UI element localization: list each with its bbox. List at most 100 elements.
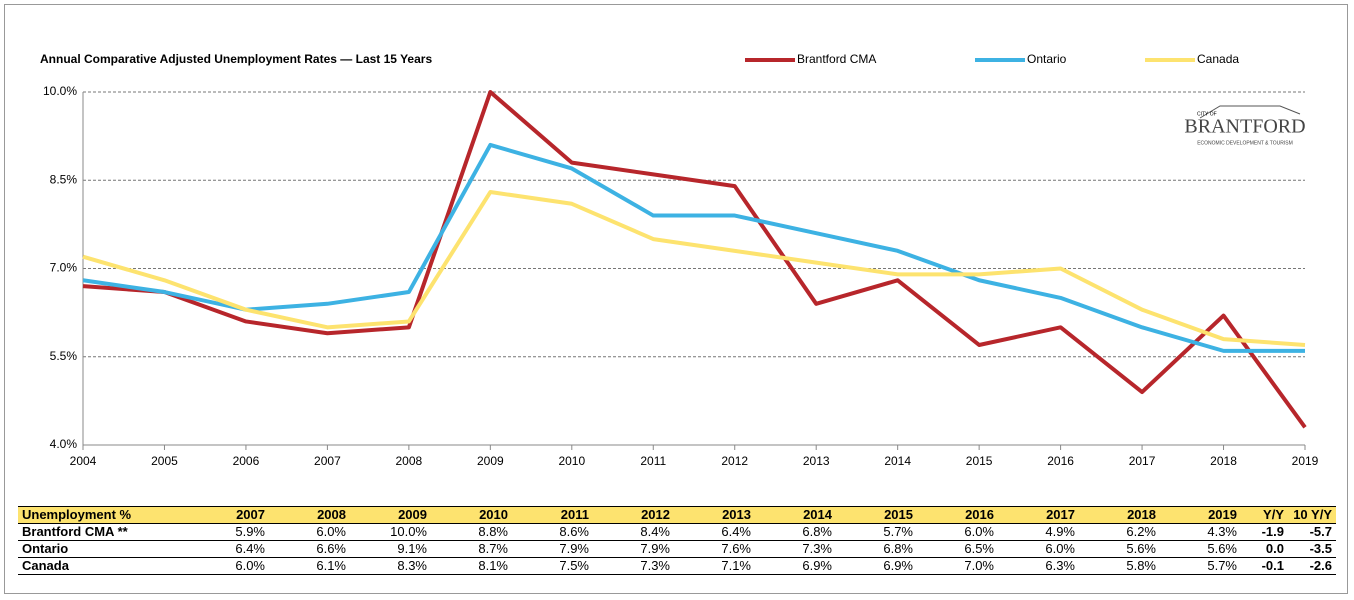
chart-title: Annual Comparative Adjusted Unemployment… <box>40 52 432 66</box>
table-cell: 2007 <box>188 506 269 524</box>
table-cell: 2012 <box>593 506 674 524</box>
legend-label: Ontario <box>1027 52 1067 66</box>
table-cell: 7.9% <box>512 540 593 558</box>
table-cell: -0.1 <box>1241 557 1288 575</box>
table-cell: 8.1% <box>431 557 512 575</box>
x-tick-label: 2013 <box>803 454 830 468</box>
table-cell: 8.3% <box>350 557 431 575</box>
table-cell: 8.4% <box>593 523 674 541</box>
table-cell: 6.0% <box>188 557 269 575</box>
y-tick-label: 8.5% <box>50 172 78 186</box>
table-cell: 9.1% <box>350 540 431 558</box>
table-cell: 2019 <box>1160 506 1241 524</box>
table-cell: 7.1% <box>674 557 755 575</box>
table-cell: 6.6% <box>269 540 350 558</box>
x-tick-label: 2018 <box>1210 454 1237 468</box>
legend-label: Canada <box>1197 52 1239 66</box>
table-cell: 5.7% <box>836 523 917 541</box>
table-cell: 5.9% <box>188 523 269 541</box>
x-tick-label: 2005 <box>151 454 178 468</box>
data-table: Unemployment % 2007 2008 2009 2010 2011 2012 20… <box>18 506 1336 575</box>
table-cell: -5.7 <box>1288 523 1336 541</box>
table-cell: 2014 <box>755 506 836 524</box>
frame <box>4 4 1348 594</box>
table-cell: 6.9% <box>755 557 836 575</box>
x-tick-label: 2008 <box>396 454 423 468</box>
table-cell: 7.5% <box>512 557 593 575</box>
table-cell: 4.3% <box>1160 523 1241 541</box>
table-cell: Ontario <box>18 540 188 558</box>
chart: Annual Comparative Adjusted Unemployment… <box>40 52 1319 468</box>
logo-name: BRANTFORD <box>1184 116 1305 138</box>
table-cell: 6.0% <box>998 540 1079 558</box>
table-cell: 0.0 <box>1241 540 1288 558</box>
legend-label: Brantford CMA <box>797 52 876 66</box>
x-tick-label: 2007 <box>314 454 341 468</box>
table-cell: 6.3% <box>998 557 1079 575</box>
table-cell: Brantford CMA ** <box>18 523 188 541</box>
table-cell: 2013 <box>674 506 755 524</box>
y-tick-label: 7.0% <box>50 261 78 275</box>
table-cell: 7.9% <box>593 540 674 558</box>
table-cell: 6.9% <box>836 557 917 575</box>
table-cell: 7.0% <box>917 557 998 575</box>
table-cell: 6.5% <box>917 540 998 558</box>
table-cell: 5.6% <box>1160 540 1241 558</box>
y-tick-label: 5.5% <box>50 349 78 363</box>
x-tick-label: 2014 <box>884 454 911 468</box>
x-tick-label: 2016 <box>1047 454 1074 468</box>
table-row: Unemployment % 2007 2008 2009 2010 2011 2012 20… <box>18 506 1336 524</box>
x-tick-label: 2010 <box>558 454 585 468</box>
x-tick-label: 2012 <box>721 454 748 468</box>
series-line <box>82 142 1305 353</box>
table-cell: 2011 <box>512 506 593 524</box>
x-tick-label: 2011 <box>640 454 666 468</box>
table-cell: 2008 <box>269 506 350 524</box>
table-row: Ontario 6.4% 6.6% 9.1% 8.7% 7.9% 7.9% 7.6% 7.3% 6… <box>18 540 1336 558</box>
table-cell: 6.1% <box>269 557 350 575</box>
table-cell: Y/Y <box>1241 506 1288 524</box>
x-tick-label: 2017 <box>1129 454 1156 468</box>
table-cell: 7.3% <box>755 540 836 558</box>
table-cell: 10.0% <box>350 523 431 541</box>
table-cell: 6.4% <box>674 523 755 541</box>
logo-roof <box>1199 105 1301 119</box>
x-tick-label: 2006 <box>233 454 260 468</box>
table-cell: -3.5 <box>1288 540 1336 558</box>
x-tick-label: 2015 <box>966 454 993 468</box>
table-cell: 6.0% <box>269 523 350 541</box>
table-cell: 6.2% <box>1079 523 1160 541</box>
logo: CITY OF BRANTFORD ECONOMIC DEVELOPMENT &… <box>1184 105 1306 146</box>
table-cell: 7.3% <box>593 557 674 575</box>
table-cell: 5.7% <box>1160 557 1241 575</box>
table-cell: -1.9 <box>1241 523 1288 541</box>
table-cell: 7.6% <box>674 540 755 558</box>
logo-sub: ECONOMIC DEVELOPMENT & TOURISM <box>1197 140 1293 146</box>
y-tick-label: 4.0% <box>50 437 78 451</box>
table-row: Canada 6.0% 6.1% 8.3% 8.1% 7.5% 7.3% 7.1% 6.9% 6.… <box>18 557 1336 575</box>
table-cell: Unemployment % <box>18 506 188 524</box>
x-tick-label: 2019 <box>1292 454 1319 468</box>
y-tick-label: 10.0% <box>43 84 77 98</box>
table-cell: 6.0% <box>917 523 998 541</box>
table-cell: 6.8% <box>755 523 836 541</box>
table-row: Brantford CMA ** 5.9% 6.0% 10.0% 8.8% 8.6% 8.4… <box>18 523 1336 541</box>
table-cell: 4.9% <box>998 523 1079 541</box>
x-tick-label: 2009 <box>477 454 504 468</box>
table-cell: 8.7% <box>431 540 512 558</box>
table-cell: 6.8% <box>836 540 917 558</box>
series-line <box>82 190 1306 347</box>
x-tick-label: 2004 <box>70 454 97 468</box>
table-cell: 6.4% <box>188 540 269 558</box>
table-cell: 5.8% <box>1079 557 1160 575</box>
table-cell: 2015 <box>836 506 917 524</box>
table-cell: 5.6% <box>1079 540 1160 558</box>
table-cell: -2.6 <box>1288 557 1336 575</box>
table-cell: Canada <box>18 557 188 575</box>
table-cell: 2017 <box>998 506 1079 524</box>
table-cell: 8.6% <box>512 523 593 541</box>
table-cell: 8.8% <box>431 523 512 541</box>
table-cell: 10 Y/Y <box>1288 506 1336 524</box>
series-line <box>82 90 1307 429</box>
